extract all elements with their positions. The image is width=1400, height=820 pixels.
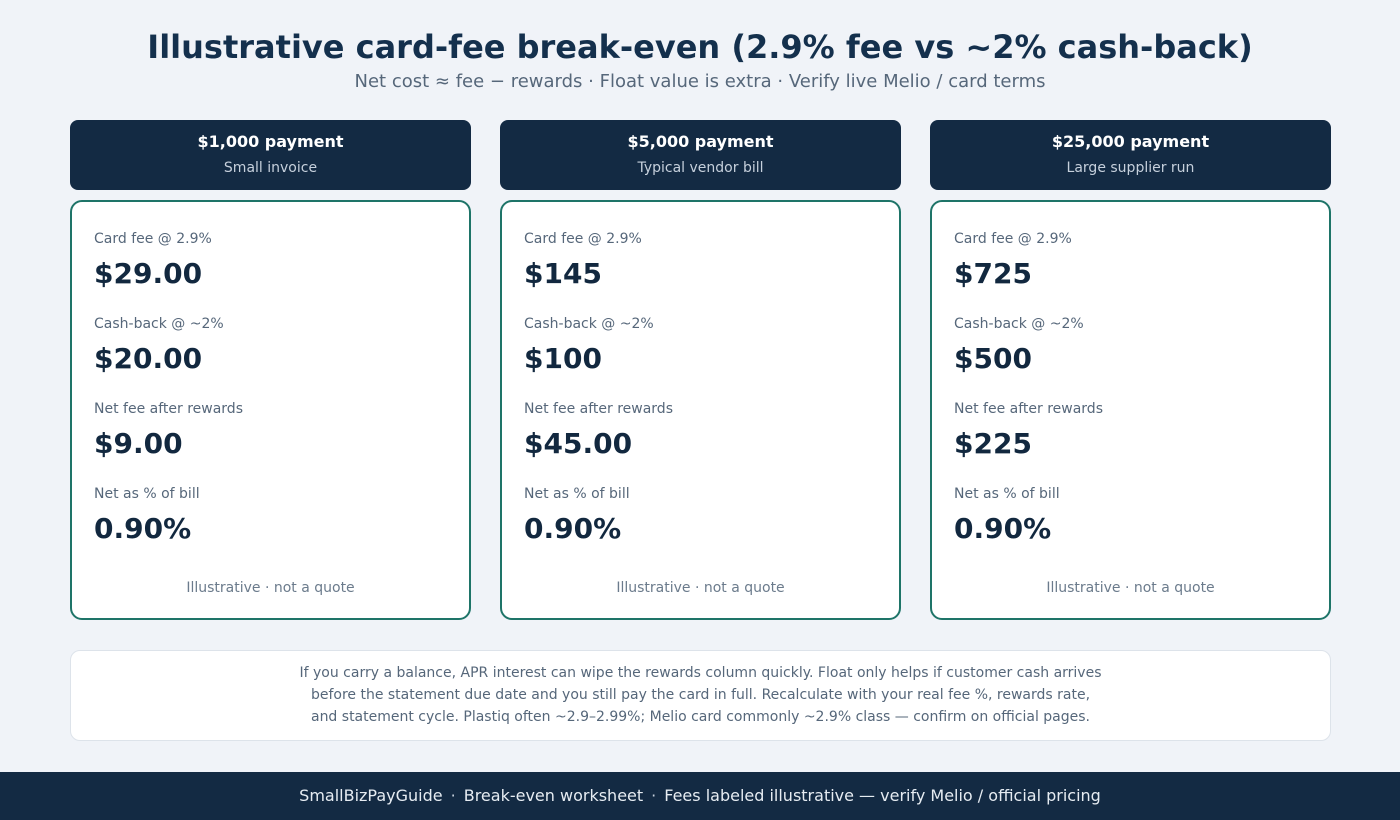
net-percent-label: Net as % of bill [524,486,630,502]
footer-brand: SmallBizPayGuide [299,786,443,805]
note-line: and statement cycle. Plastiq often ~2.9–… [310,709,1090,725]
net-fee-label: Net fee after rewards [94,401,243,417]
card-fee-value: $725 [954,257,1032,290]
card-fee-value: $29.00 [94,257,203,290]
column-header: $1,000 payment Small invoice [70,120,471,190]
breakeven-card: Card fee @ 2.9% $29.00 Cash-back @ ~2% $… [70,200,471,620]
cashback-value: $20.00 [94,342,203,375]
card-footnote: Illustrative · not a quote [1046,580,1215,596]
card-footnote: Illustrative · not a quote [186,580,355,596]
payment-amount: $5,000 payment [627,132,774,151]
cashback-value: $100 [524,342,602,375]
cashback-label: Cash-back @ ~2% [954,316,1084,332]
card-fee-label: Card fee @ 2.9% [954,231,1072,247]
breakeven-card: Card fee @ 2.9% $145 Cash-back @ ~2% $10… [500,200,901,620]
net-percent-value: 0.90% [954,512,1052,545]
disclaimer-note: If you carry a balance, APR interest can… [70,650,1331,741]
page-title: Illustrative card-fee break-even (2.9% f… [147,28,1253,66]
payment-column: $25,000 payment Large supplier run Card … [930,120,1331,620]
footer-disclaimer: Fees labeled illustrative — verify Melio… [664,786,1101,805]
cashback-value: $500 [954,342,1032,375]
footer-bar: SmallBizPayGuide · Break-even worksheet · Fe… [0,772,1400,820]
note-line: If you carry a balance, APR interest can… [299,665,1102,681]
payment-description: Typical vendor bill [637,160,764,176]
card-fee-label: Card fee @ 2.9% [524,231,642,247]
cashback-label: Cash-back @ ~2% [94,316,224,332]
page-subtitle: Net cost ≈ fee − rewards · Float value i… [354,71,1046,92]
net-fee-label: Net fee after rewards [524,401,673,417]
card-footnote: Illustrative · not a quote [616,580,785,596]
payment-description: Small invoice [223,160,318,176]
note-line: before the statement due date and you st… [310,687,1091,703]
payment-column: $5,000 payment Typical vendor bill Card … [500,120,901,620]
column-header: $5,000 payment Typical vendor bill [500,120,901,190]
footer-separator: · [450,786,456,805]
net-fee-value: $45.00 [524,427,633,460]
column-header: $25,000 payment Large supplier run [930,120,1331,190]
payment-column: $1,000 payment Small invoice Card fee @ … [70,120,471,620]
net-percent-value: 0.90% [524,512,622,545]
payment-amount: $1,000 payment [197,132,344,151]
footer-section: Break-even worksheet [463,786,644,805]
net-percent-label: Net as % of bill [94,486,200,502]
breakeven-card: Card fee @ 2.9% $725 Cash-back @ ~2% $50… [930,200,1331,620]
card-fee-value: $145 [524,257,602,290]
payment-description: Large supplier run [1066,160,1195,176]
net-fee-label: Net fee after rewards [954,401,1103,417]
net-percent-label: Net as % of bill [954,486,1060,502]
net-fee-value: $9.00 [94,427,183,460]
card-fee-label: Card fee @ 2.9% [94,231,212,247]
net-fee-value: $225 [954,427,1032,460]
cashback-label: Cash-back @ ~2% [524,316,654,332]
payment-amount: $25,000 payment [1051,132,1210,151]
footer-separator: · [651,786,657,805]
net-percent-value: 0.90% [94,512,192,545]
